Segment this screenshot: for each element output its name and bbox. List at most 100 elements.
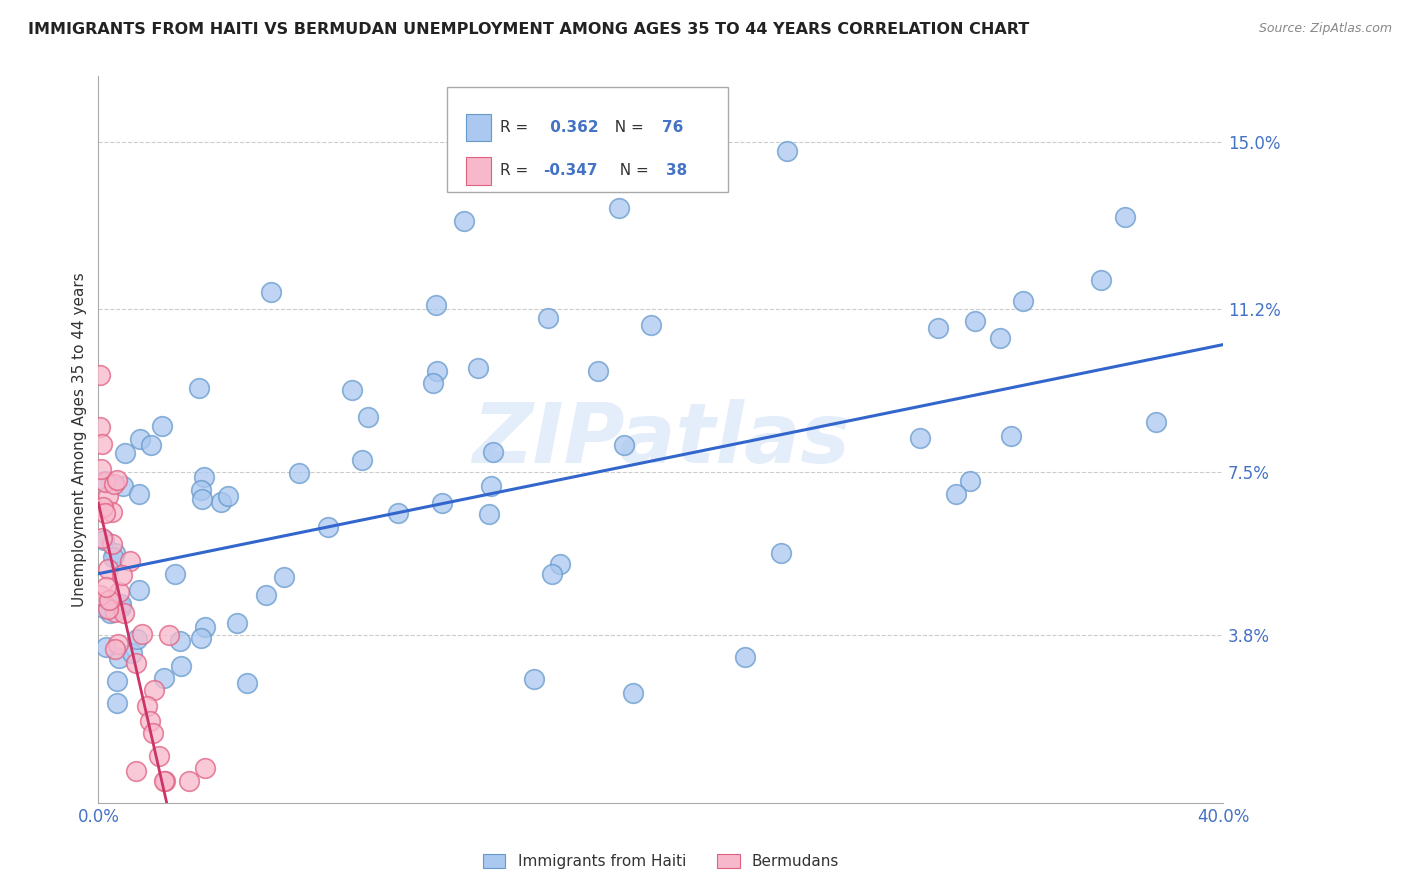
- Point: [94, 580, 117, 594]
- Point: [432, 496, 454, 510]
- Point: [107, 637, 129, 651]
- Point: [1011, 293, 1033, 308]
- Text: N =: N =: [610, 163, 654, 178]
- Point: [194, 760, 217, 774]
- Point: [260, 285, 283, 300]
- Point: [537, 311, 560, 326]
- Point: [121, 646, 143, 660]
- Point: [98, 593, 121, 607]
- Point: [770, 546, 793, 560]
- Point: [94, 474, 117, 488]
- Point: [129, 432, 152, 446]
- Point: [150, 418, 173, 433]
- Point: [97, 562, 120, 576]
- Point: [467, 361, 489, 376]
- Point: [96, 602, 118, 616]
- Point: [217, 489, 239, 503]
- Point: [125, 764, 148, 779]
- Point: [613, 437, 636, 451]
- Point: [621, 686, 644, 700]
- Point: [523, 673, 546, 687]
- Point: [927, 321, 949, 335]
- Point: [190, 483, 212, 497]
- Point: [235, 676, 257, 690]
- Point: [155, 773, 177, 788]
- Point: [100, 537, 122, 551]
- Point: [94, 475, 117, 489]
- Point: [104, 605, 127, 619]
- Point: [89, 588, 111, 602]
- Point: [425, 298, 447, 312]
- Point: [254, 588, 277, 602]
- Point: [165, 566, 187, 581]
- Point: [98, 607, 121, 621]
- Point: [193, 470, 215, 484]
- Point: [481, 445, 503, 459]
- Point: [478, 507, 501, 521]
- Text: ZIPatlas: ZIPatlas: [472, 399, 849, 480]
- Point: [209, 495, 232, 509]
- FancyBboxPatch shape: [447, 87, 728, 192]
- Point: [550, 557, 572, 571]
- Point: [273, 570, 295, 584]
- Point: [110, 599, 132, 614]
- Point: [908, 431, 931, 445]
- Point: [125, 656, 148, 670]
- Point: [142, 683, 165, 698]
- Text: 0.362: 0.362: [546, 120, 599, 136]
- Point: [135, 698, 157, 713]
- Point: [179, 773, 201, 788]
- Point: [734, 650, 756, 665]
- Point: [91, 532, 114, 546]
- Point: [426, 363, 449, 377]
- Point: [945, 487, 967, 501]
- Point: [963, 314, 986, 328]
- Point: [191, 491, 214, 506]
- Point: [479, 479, 502, 493]
- Point: [101, 549, 124, 564]
- Point: [128, 487, 150, 501]
- Point: [97, 489, 120, 503]
- Point: [112, 606, 135, 620]
- FancyBboxPatch shape: [467, 114, 491, 142]
- Text: R =: R =: [501, 120, 533, 136]
- Text: 76: 76: [662, 120, 683, 136]
- Point: [90, 462, 112, 476]
- Point: [93, 533, 115, 547]
- Point: [101, 505, 124, 519]
- Point: [142, 726, 165, 740]
- Point: [128, 583, 150, 598]
- Point: [1114, 210, 1136, 224]
- Point: [94, 640, 117, 654]
- Point: [340, 383, 363, 397]
- Point: [93, 601, 115, 615]
- Point: [91, 437, 114, 451]
- Point: [104, 546, 127, 560]
- Text: Source: ZipAtlas.com: Source: ZipAtlas.com: [1258, 22, 1392, 36]
- Point: [387, 507, 409, 521]
- Text: IMMIGRANTS FROM HAITI VS BERMUDAN UNEMPLOYMENT AMONG AGES 35 TO 44 YEARS CORRELA: IMMIGRANTS FROM HAITI VS BERMUDAN UNEMPL…: [28, 22, 1029, 37]
- Point: [170, 659, 193, 673]
- Point: [586, 364, 609, 378]
- Point: [640, 318, 662, 332]
- Point: [107, 674, 129, 689]
- Point: [422, 376, 444, 390]
- Point: [607, 201, 630, 215]
- Point: [141, 438, 163, 452]
- Point: [89, 420, 111, 434]
- Point: [776, 144, 799, 158]
- Text: -0.347: -0.347: [543, 163, 598, 178]
- Point: [118, 554, 141, 568]
- Point: [107, 696, 129, 710]
- Point: [226, 616, 249, 631]
- Point: [169, 634, 191, 648]
- Text: N =: N =: [605, 120, 648, 136]
- Point: [111, 567, 134, 582]
- Point: [350, 453, 373, 467]
- FancyBboxPatch shape: [467, 157, 491, 185]
- Point: [91, 500, 114, 515]
- Point: [357, 409, 380, 424]
- Point: [288, 466, 311, 480]
- Point: [988, 331, 1011, 345]
- Point: [959, 474, 981, 488]
